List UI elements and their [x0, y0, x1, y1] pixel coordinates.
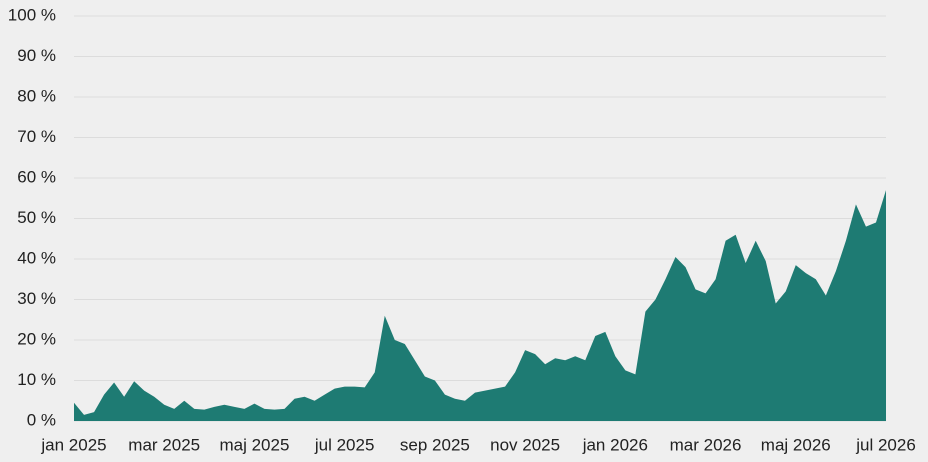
x-tick-label: jul 2025: [314, 435, 375, 454]
x-tick-label: mar 2026: [670, 435, 742, 454]
y-tick-label: 10 %: [17, 370, 56, 389]
y-tick-label: 20 %: [17, 329, 56, 348]
y-tick-label: 50 %: [17, 208, 56, 227]
x-tick-label: maj 2026: [761, 435, 831, 454]
x-tick-label: nov 2025: [490, 435, 560, 454]
y-tick-label: 70 %: [17, 127, 56, 146]
y-tick-label: 100 %: [8, 5, 56, 24]
x-tick-label: jan 2025: [40, 435, 106, 454]
x-tick-label: maj 2025: [219, 435, 289, 454]
x-tick-label: jan 2026: [582, 435, 648, 454]
x-tick-label: mar 2025: [128, 435, 200, 454]
y-tick-label: 90 %: [17, 46, 56, 65]
area: [74, 190, 886, 421]
y-tick-label: 60 %: [17, 167, 56, 186]
y-tick-label: 40 %: [17, 248, 56, 267]
y-tick-label: 80 %: [17, 86, 56, 105]
x-tick-label: sep 2025: [400, 435, 470, 454]
x-tick-label: jul 2026: [855, 435, 916, 454]
y-tick-label: 0 %: [27, 410, 56, 429]
y-tick-label: 30 %: [17, 289, 56, 308]
